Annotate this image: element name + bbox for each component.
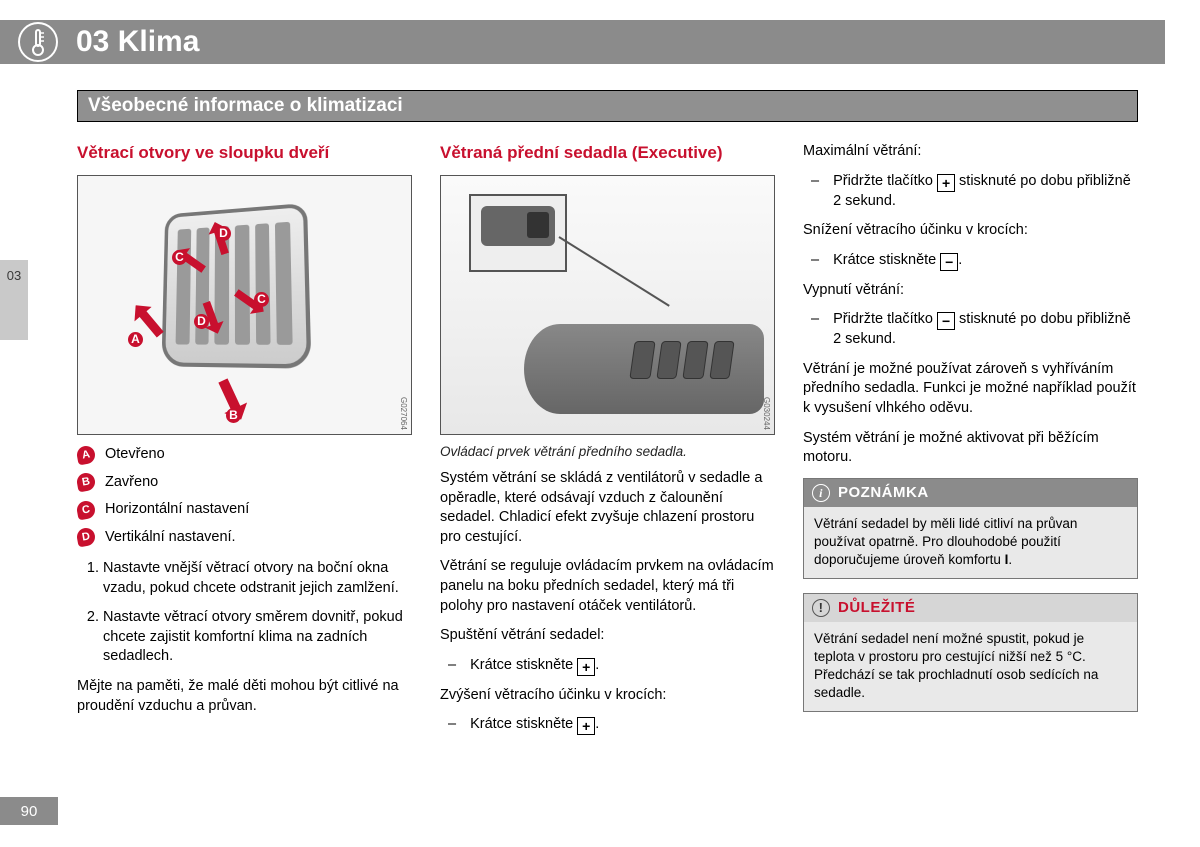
col3-para: Systém větrání je možné aktivovat při bě…: [803, 429, 1138, 468]
page-number: 90: [0, 797, 58, 825]
step-item: Nastavte větrací otvory směrem dovnitř, …: [103, 608, 412, 667]
list-heading: Zvýšení větracího účinku v krocích:: [440, 686, 775, 706]
dash-list: Krátce stiskněte +.: [440, 656, 775, 676]
dash-list: Přidržte tlačítko − stisknuté po dobu př…: [803, 310, 1138, 350]
legend-text: Otevřeno: [105, 445, 165, 465]
info-icon: i: [812, 484, 830, 502]
legend-list: A Otevřeno B Zavřeno C Horizontální nastave…: [77, 445, 412, 547]
chapter-header: 03 Klima: [0, 20, 1165, 64]
image-code: G027064: [397, 397, 408, 430]
seat-illustration: G030244: [440, 175, 775, 435]
dash-item: Přidržte tlačítko − stisknuté po dobu př…: [803, 310, 1138, 350]
marker-b-icon: B: [76, 472, 97, 493]
note-header: i POZNÁMKA: [804, 479, 1137, 507]
legend-text: Vertikální nastavení.: [105, 528, 236, 548]
dash-list: Přidržte tlačítko + stisknuté po dobu př…: [803, 172, 1138, 212]
legend-item: D Vertikální nastavení.: [77, 528, 412, 548]
list-heading: Snížení větracího účinku v krocích:: [803, 221, 1138, 241]
col3-para: Větrání je možné používat zároveň s vyhř…: [803, 360, 1138, 419]
dash-item: Přidržte tlačítko + stisknuté po dobu př…: [803, 172, 1138, 212]
dash-item: Krátce stiskněte +.: [440, 656, 775, 676]
list-heading: Maximální větrání:: [803, 142, 1138, 162]
dash-item: Krátce stiskněte −.: [803, 251, 1138, 271]
exclamation-icon: !: [812, 599, 830, 617]
plus-icon: +: [577, 717, 595, 735]
legend-text: Horizontální nastavení: [105, 500, 249, 520]
plus-icon: +: [937, 174, 955, 192]
marker-a-icon: A: [76, 444, 97, 465]
col2-para: Systém větrání se skládá z ventilátorů v…: [440, 469, 775, 547]
marker-c-icon: C: [76, 499, 97, 520]
steps-list: Nastavte vnější větrací otvory na boční …: [77, 559, 412, 667]
legend-item: A Otevřeno: [77, 445, 412, 465]
section-header: Všeobecné informace o klimatizaci: [77, 90, 1138, 122]
column-3: Maximální větrání: Přidržte tlačítko + s…: [803, 142, 1138, 745]
note-body: Větrání sedadel by měli lidé citliví na …: [804, 507, 1137, 578]
dash-list: Krátce stiskněte +.: [440, 715, 775, 735]
side-chapter-tab: 03: [0, 260, 28, 340]
vent-illustration: A B C C D D G027064: [77, 175, 412, 435]
content-columns: Větrací otvory ve sloupku dveří A B C C …: [77, 142, 1138, 745]
column-2: Větraná přední sedadla (Executive) G0302…: [440, 142, 775, 745]
item-text: Přidržte tlačítko: [833, 311, 937, 327]
item-text: Krátce stiskněte: [470, 716, 577, 732]
list-heading: Spuštění větrání sedadel:: [440, 626, 775, 646]
dash-list: Krátce stiskněte −.: [803, 251, 1138, 271]
col1-heading: Větrací otvory ve sloupku dveří: [77, 142, 412, 165]
note-text: .: [1008, 552, 1012, 567]
col1-note: Mějte na paměti, že malé děti mohou být …: [77, 677, 412, 716]
item-text: Krátce stiskněte: [470, 657, 577, 673]
note-box: i POZNÁMKA Větrání sedadel by měli lidé …: [803, 478, 1138, 579]
col2-heading: Větraná přední sedadla (Executive): [440, 142, 775, 165]
image-code: G030244: [760, 397, 771, 430]
note-text: Větrání sedadel by měli lidé citliví na …: [814, 516, 1077, 567]
important-header: ! DŮLEŽITÉ: [804, 594, 1137, 622]
image-caption: Ovládací prvek větrání předního sedadla.: [440, 443, 775, 461]
dash-item: Krátce stiskněte +.: [440, 715, 775, 735]
legend-item: C Horizontální nastavení: [77, 500, 412, 520]
list-heading: Vypnutí větrání:: [803, 281, 1138, 301]
note-title: POZNÁMKA: [838, 483, 929, 503]
col2-para: Větrání se reguluje ovládacím prvkem na …: [440, 557, 775, 616]
minus-icon: −: [937, 312, 955, 330]
item-text: Přidržte tlačítko: [833, 173, 937, 189]
step-item: Nastavte vnější větrací otvory na boční …: [103, 559, 412, 598]
important-box: ! DŮLEŽITÉ Větrání sedadel není možné sp…: [803, 593, 1138, 712]
legend-text: Zavřeno: [105, 473, 158, 493]
thermometer-icon: [18, 22, 58, 62]
plus-icon: +: [577, 658, 595, 676]
chapter-title: 03 Klima: [76, 25, 199, 59]
minus-icon: −: [940, 253, 958, 271]
important-title: DŮLEŽITÉ: [838, 598, 915, 618]
section-title: Všeobecné informace o klimatizaci: [88, 95, 1127, 117]
marker-d-icon: D: [76, 527, 97, 548]
important-body: Větrání sedadel není možné spustit, poku…: [804, 622, 1137, 711]
legend-item: B Zavřeno: [77, 473, 412, 493]
column-1: Větrací otvory ve sloupku dveří A B C C …: [77, 142, 412, 745]
item-text: Krátce stiskněte: [833, 252, 940, 268]
